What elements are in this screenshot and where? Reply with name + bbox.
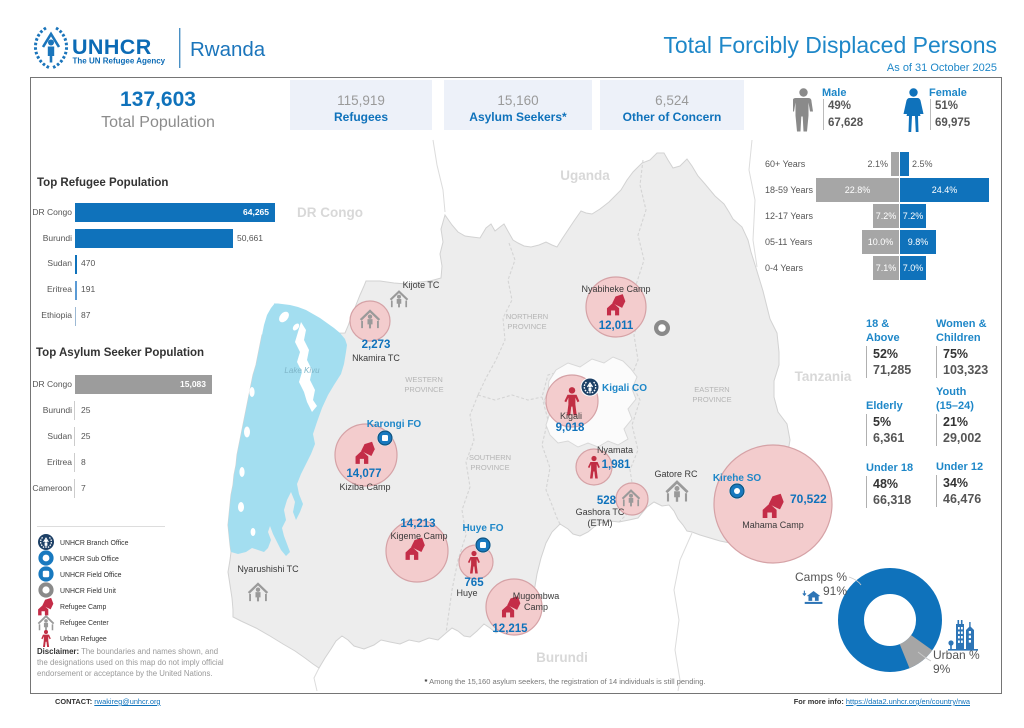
svg-text:Uganda: Uganda bbox=[560, 168, 610, 183]
svg-text:14,077: 14,077 bbox=[346, 468, 381, 480]
svg-text:Mugombwa: Mugombwa bbox=[513, 591, 560, 601]
svg-text:9%: 9% bbox=[933, 662, 951, 676]
svg-text:Camps %: Camps % bbox=[795, 570, 847, 584]
svg-text:PROVINCE: PROVINCE bbox=[470, 463, 509, 472]
svg-text:SOUTHERN: SOUTHERN bbox=[469, 453, 511, 462]
svg-text:Kigeme Camp: Kigeme Camp bbox=[390, 531, 447, 541]
svg-text:Karongi FO: Karongi FO bbox=[367, 419, 422, 430]
svg-text:Kijote TC: Kijote TC bbox=[403, 280, 440, 290]
svg-text:12,011: 12,011 bbox=[599, 320, 634, 332]
svg-text:Nyarushishi TC: Nyarushishi TC bbox=[237, 564, 299, 574]
svg-text:Urban %: Urban % bbox=[933, 648, 980, 662]
svg-text:Rwanda: Rwanda bbox=[190, 38, 266, 61]
svg-text:9,018: 9,018 bbox=[556, 422, 585, 434]
svg-text:Gatore RC: Gatore RC bbox=[654, 469, 698, 479]
svg-text:Camp: Camp bbox=[524, 602, 548, 612]
svg-text:Nyabiheke Camp: Nyabiheke Camp bbox=[581, 284, 650, 294]
svg-text:Gashora TC: Gashora TC bbox=[576, 507, 625, 517]
svg-text:EASTERN: EASTERN bbox=[694, 385, 729, 394]
svg-text:70,522: 70,522 bbox=[790, 492, 827, 506]
svg-text:765: 765 bbox=[464, 577, 484, 589]
svg-text:528: 528 bbox=[597, 495, 617, 507]
svg-text:Huye: Huye bbox=[456, 588, 477, 598]
svg-text:Huye FO: Huye FO bbox=[462, 523, 503, 534]
svg-text:PROVINCE: PROVINCE bbox=[404, 385, 443, 394]
svg-text:WESTERN: WESTERN bbox=[405, 375, 443, 384]
svg-text:UNHCR: UNHCR bbox=[72, 35, 152, 59]
svg-text:Mahama Camp: Mahama Camp bbox=[742, 520, 804, 530]
svg-text:Kigali CO: Kigali CO bbox=[602, 383, 647, 394]
svg-text:Lake Kivu: Lake Kivu bbox=[284, 366, 320, 375]
svg-text:Tanzania: Tanzania bbox=[795, 369, 852, 384]
svg-text:2,273: 2,273 bbox=[362, 339, 391, 351]
svg-text:Nyamata: Nyamata bbox=[597, 445, 633, 455]
svg-text:Refugee Center: Refugee Center bbox=[60, 620, 109, 627]
svg-text:UNHCR Field Office: UNHCR Field Office bbox=[60, 572, 122, 579]
svg-text:UNHCR Sub Office: UNHCR Sub Office bbox=[60, 556, 119, 563]
svg-text:Kirehe SO: Kirehe SO bbox=[713, 473, 762, 484]
svg-text:UNHCR Branch Office: UNHCR Branch Office bbox=[60, 540, 129, 547]
svg-text:14,213: 14,213 bbox=[400, 518, 435, 530]
svg-text:Refugee Camp: Refugee Camp bbox=[60, 604, 107, 611]
svg-text:Burundi: Burundi bbox=[536, 650, 588, 665]
svg-text:UNHCR Field Unit: UNHCR Field Unit bbox=[60, 588, 116, 595]
svg-text:PROVINCE: PROVINCE bbox=[692, 395, 731, 404]
svg-text:Kigali: Kigali bbox=[560, 411, 582, 421]
svg-text:12,215: 12,215 bbox=[492, 623, 528, 635]
svg-text:1,981: 1,981 bbox=[602, 459, 631, 471]
svg-text:The UN Refugee Agency: The UN Refugee Agency bbox=[73, 57, 166, 66]
svg-text:DR Congo: DR Congo bbox=[297, 205, 363, 220]
svg-text:NORTHERN: NORTHERN bbox=[506, 312, 548, 321]
svg-text:91%: 91% bbox=[823, 584, 847, 598]
svg-text:Nkamira TC: Nkamira TC bbox=[352, 353, 400, 363]
svg-text:PROVINCE: PROVINCE bbox=[507, 322, 546, 331]
svg-text:Kiziba Camp: Kiziba Camp bbox=[339, 482, 390, 492]
svg-text:Urban Refugee: Urban Refugee bbox=[60, 636, 107, 643]
svg-text:(ETM): (ETM) bbox=[588, 518, 613, 528]
